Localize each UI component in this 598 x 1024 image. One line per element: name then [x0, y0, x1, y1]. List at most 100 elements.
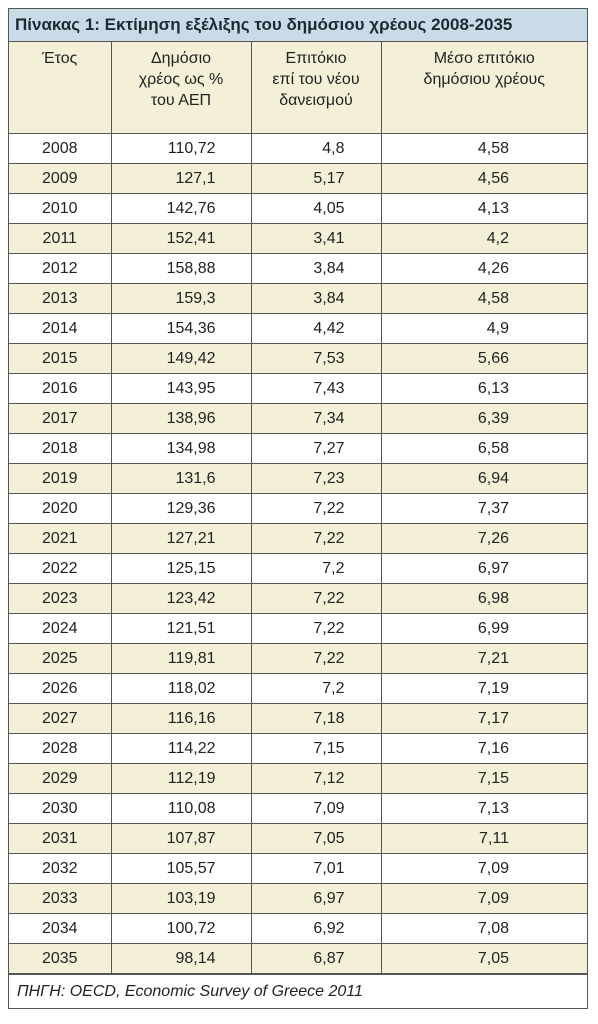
table-cell: 2013: [9, 283, 112, 314]
table-row: 2032 105,57 7,01 7,09: [9, 853, 587, 884]
table-cell: 7,17: [380, 703, 587, 734]
table-cell: 2015: [9, 343, 112, 374]
table-cell: 7,05: [380, 943, 587, 974]
table-cell: 107,87: [110, 823, 252, 854]
table-cell: 7,09: [380, 853, 587, 884]
table-cell: 7,15: [250, 733, 382, 764]
table-cell: 2027: [9, 703, 112, 734]
table-row: 2034 100,72 6,92 7,08: [9, 913, 587, 944]
table-row: 2035 98,14 6,87 7,05: [9, 943, 587, 974]
table-title: Πίνακας 1: Εκτίμηση εξέλιξης του δημόσιο…: [9, 9, 587, 42]
table-cell: 2032: [9, 853, 112, 884]
header-line: επί του νέου: [272, 71, 360, 88]
table-cell: 134,98: [110, 433, 252, 464]
table-cell: 7,22: [250, 523, 382, 554]
table-cell: 7,21: [380, 643, 587, 674]
table-cell: 129,36: [110, 493, 252, 524]
table-cell: 116,16: [110, 703, 252, 734]
table-cell: 127,1: [110, 163, 252, 194]
table-cell: 152,41: [110, 223, 252, 254]
table-cell: 7,53: [250, 343, 382, 374]
table-row: 2024 121,51 7,22 6,99: [9, 613, 587, 644]
table-cell: 7,05: [250, 823, 382, 854]
table-cell: 2010: [9, 193, 112, 224]
table-cell: 2024: [9, 613, 112, 644]
table-row: 2012 158,88 3,84 4,26: [9, 253, 587, 284]
table-cell: 110,72: [110, 133, 252, 164]
table-cell: 4,42: [250, 313, 382, 344]
table-row: 2025 119,81 7,22 7,21: [9, 643, 587, 674]
table-cell: 7,2: [250, 553, 382, 584]
table-cell: 6,94: [380, 463, 587, 494]
table-cell: 6,97: [380, 553, 587, 584]
table-cell: 2008: [9, 133, 112, 164]
table-row: 2011 152,41 3,41 4,2: [9, 223, 587, 254]
table-cell: 7,18: [250, 703, 382, 734]
table-cell: 114,22: [110, 733, 252, 764]
table-cell: 2028: [9, 733, 112, 764]
header-line: Δημόσιο: [150, 50, 212, 67]
table-cell: 4,05: [250, 193, 382, 224]
source-note: ΠΗΓΗ: OECD, Economic Survey of Greece 20…: [9, 974, 587, 1008]
table-row: 2028 114,22 7,15 7,16: [9, 733, 587, 764]
table-cell: 2030: [9, 793, 112, 824]
table-row: 2022 125,15 7,2 6,97: [9, 553, 587, 584]
table-cell: 119,81: [110, 643, 252, 674]
table-cell: 118,02: [110, 673, 252, 704]
table-row: 2014 154,36 4,42 4,9: [9, 313, 587, 344]
table-row: 2017 138,96 7,34 6,39: [9, 403, 587, 434]
table-row: 2019 131,6 7,23 6,94: [9, 463, 587, 494]
table-cell: 7,01: [250, 853, 382, 884]
table-cell: 6,97: [250, 883, 382, 914]
table-cell: 2023: [9, 583, 112, 614]
table-cell: 138,96: [110, 403, 252, 434]
column-header: Δημόσιο χρέος ως % του ΑΕΠ: [110, 42, 252, 134]
table: Έτος Δημόσιο χρέος ως % του ΑΕΠ Επιτόκιο επί …: [9, 42, 587, 974]
table-cell: 5,17: [250, 163, 382, 194]
column-header: Επιτόκιο επί του νέου δανεισμού: [250, 42, 382, 134]
table-cell: 6,92: [250, 913, 382, 944]
table-cell: 2029: [9, 763, 112, 794]
table-cell: 158,88: [110, 253, 252, 284]
table-cell: 7,19: [380, 673, 587, 704]
table-row: 2033 103,19 6,97 7,09: [9, 883, 587, 914]
header-line: Έτος: [42, 50, 78, 67]
table-cell: 7,2: [250, 673, 382, 704]
table-cell: 7,08: [380, 913, 587, 944]
table-cell: 3,41: [250, 223, 382, 254]
table-cell: 2018: [9, 433, 112, 464]
table-cell: 5,66: [380, 343, 587, 374]
table-cell: 2017: [9, 403, 112, 434]
table-cell: 112,19: [110, 763, 252, 794]
table-row: 2020 129,36 7,22 7,37: [9, 493, 587, 524]
table-cell: 3,84: [250, 253, 382, 284]
table-cell: 7,09: [250, 793, 382, 824]
header-row: Έτος Δημόσιο χρέος ως % του ΑΕΠ Επιτόκιο επί …: [9, 42, 587, 134]
table-cell: 2034: [9, 913, 112, 944]
table-cell: 2014: [9, 313, 112, 344]
header-line: δημόσιου χρέους: [423, 71, 545, 88]
table-cell: 4,8: [250, 133, 382, 164]
table-cell: 110,08: [110, 793, 252, 824]
table-container: Πίνακας 1: Εκτίμηση εξέλιξης του δημόσιο…: [8, 8, 588, 1009]
table-cell: 7,22: [250, 583, 382, 614]
table-cell: 4,58: [380, 133, 587, 164]
table-row: 2026 118,02 7,2 7,19: [9, 673, 587, 704]
table-cell: 2012: [9, 253, 112, 284]
table-cell: 7,13: [380, 793, 587, 824]
table-cell: 131,6: [110, 463, 252, 494]
header-line: Μέσο επιτόκιο: [433, 50, 535, 67]
table-row: 2031 107,87 7,05 7,11: [9, 823, 587, 854]
table-cell: 6,98: [380, 583, 587, 614]
table-cell: 7,12: [250, 763, 382, 794]
table-cell: 6,39: [380, 403, 587, 434]
table-cell: 7,27: [250, 433, 382, 464]
table-cell: 7,09: [380, 883, 587, 914]
table-row: 2030 110,08 7,09 7,13: [9, 793, 587, 824]
header-line: δανεισμού: [279, 92, 353, 109]
table-cell: 7,22: [250, 493, 382, 524]
table-row: 2008 110,72 4,8 4,58: [9, 133, 587, 164]
column-header: Έτος: [9, 42, 112, 134]
table-cell: 149,42: [110, 343, 252, 374]
